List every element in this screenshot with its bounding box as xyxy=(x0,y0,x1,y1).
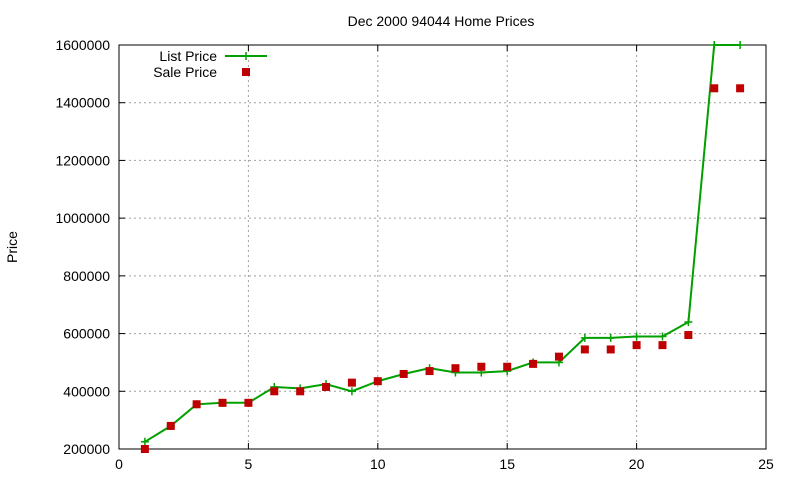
sale-price-point xyxy=(477,362,486,371)
list-price-point xyxy=(580,333,589,342)
x-tick-label: 5 xyxy=(245,456,253,472)
list-price-line xyxy=(144,44,741,443)
series-layer xyxy=(140,41,745,453)
list-price-point xyxy=(347,387,356,396)
sale-price-point xyxy=(192,400,201,409)
sale-price-point xyxy=(218,398,227,407)
y-tick-label: 200000 xyxy=(63,441,110,457)
sale-price-point xyxy=(684,331,693,340)
sale-price-point xyxy=(606,345,615,354)
series-sale-price xyxy=(140,84,745,453)
y-tick-label: 1200000 xyxy=(55,152,110,168)
sale-price-point xyxy=(658,341,667,350)
plot-frame xyxy=(118,44,767,450)
list-price-point xyxy=(710,41,719,49)
sale-price-point xyxy=(373,377,382,386)
grid-layer xyxy=(119,45,766,449)
sale-price-point xyxy=(736,84,745,93)
sale-price-point xyxy=(296,387,305,396)
legend-label-list-price: List Price xyxy=(159,48,217,64)
y-tick-label: 1400000 xyxy=(55,95,110,111)
sale-price-point xyxy=(322,382,331,391)
sale-price-point xyxy=(451,364,460,373)
list-price-point xyxy=(606,333,615,342)
sale-price-point xyxy=(347,378,356,387)
series-list-price xyxy=(140,41,745,446)
sale-price-point xyxy=(244,398,253,407)
sale-price-point xyxy=(529,359,538,368)
x-tick-label: 20 xyxy=(629,456,645,472)
sale-price-point xyxy=(166,421,175,430)
sale-price-point xyxy=(554,352,563,361)
y-axis-label: Price xyxy=(4,231,20,263)
y-tick-label: 1000000 xyxy=(55,210,110,226)
sale-price-point xyxy=(399,369,408,378)
sale-price-point xyxy=(140,445,149,453)
list-price-point xyxy=(632,332,641,341)
y-tick-label: 400000 xyxy=(63,383,110,399)
x-tick-label: 15 xyxy=(499,456,515,472)
y-tick-label: 1600000 xyxy=(55,37,110,53)
ticks-layer: 0 5 10 15 20 25 200000 400000 600000 800000 100000… xyxy=(55,37,774,472)
list-price-point xyxy=(684,318,693,327)
y-tick-label: 800000 xyxy=(63,268,110,284)
chart-title: Dec 2000 94044 Home Prices xyxy=(348,13,535,29)
legend-label-sale-price: Sale Price xyxy=(153,64,217,80)
legend-marker-sale-price xyxy=(242,68,250,76)
sale-price-point xyxy=(632,341,641,350)
y-tick-label: 600000 xyxy=(63,326,110,342)
list-price-point xyxy=(736,41,745,49)
list-price-point xyxy=(658,332,667,341)
legend-marker-list-price xyxy=(242,52,250,60)
sale-price-point xyxy=(270,387,279,396)
x-tick-label: 0 xyxy=(115,456,123,472)
sale-price-point xyxy=(425,367,434,376)
sale-price-point xyxy=(580,345,589,354)
x-tick-label: 10 xyxy=(370,456,386,472)
sale-price-point xyxy=(710,84,719,93)
list-price-point xyxy=(140,437,149,446)
sale-price-point xyxy=(503,362,512,371)
x-tick-label: 25 xyxy=(758,456,774,472)
